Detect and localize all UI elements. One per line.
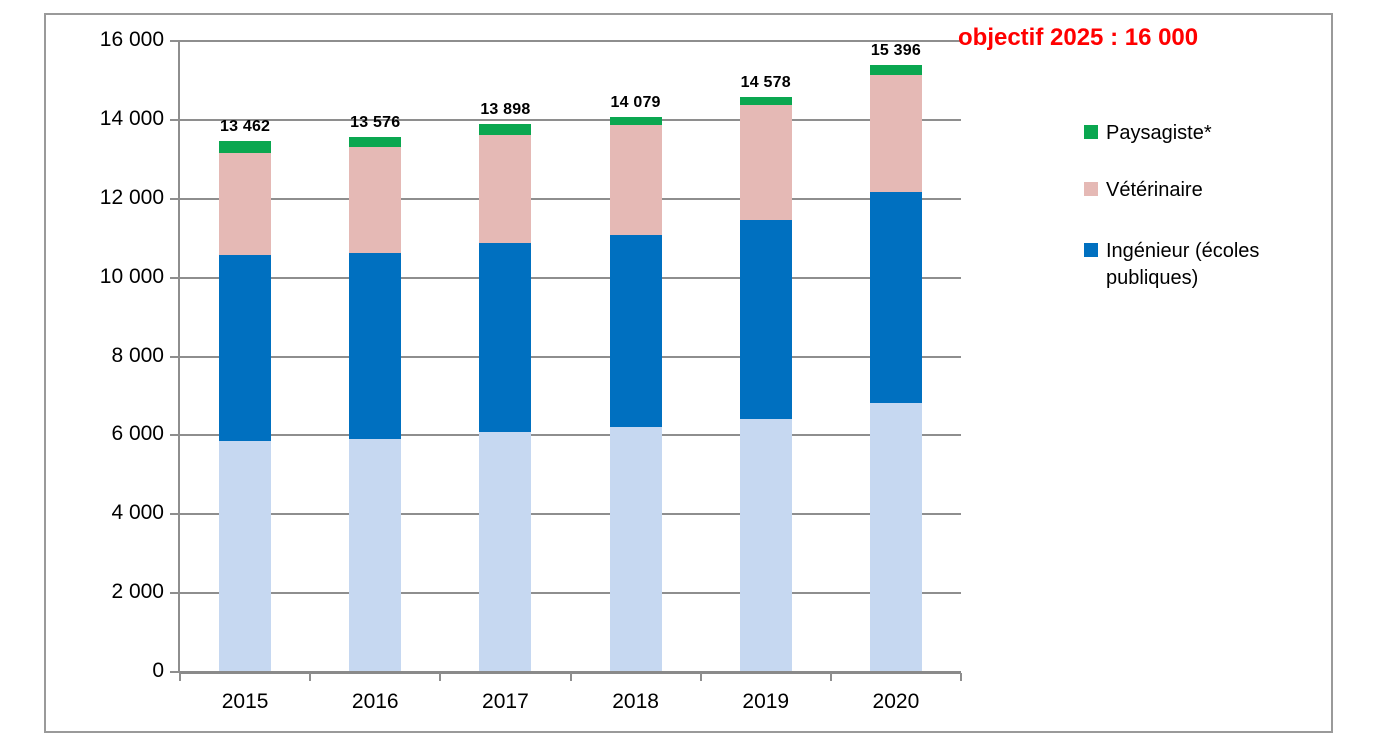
bar-segment-vétérinaire: [739, 105, 792, 220]
bar-segment-paysagiste-: [739, 97, 792, 106]
objective-annotation: objectif 2025 : 16 000: [958, 24, 1199, 51]
x-axis-tick: [309, 673, 312, 681]
bar-segment-vétérinaire: [219, 153, 272, 255]
y-axis-label: 16 000: [99, 28, 164, 51]
bar-segment-ingénieur-écoles-publiques-: [219, 254, 272, 441]
legend-item: Paysagiste*: [1084, 120, 1306, 147]
x-axis-category-label: 2020: [872, 690, 920, 713]
bar-segment-ingénieur-écoles-publiques-: [349, 253, 402, 439]
legend-item: Ingénieur (écoles publiques): [1084, 238, 1306, 292]
x-axis-tick: [439, 673, 442, 681]
legend-item: Vétérinaire: [1084, 177, 1306, 204]
bar-total-label: 14 079: [610, 93, 661, 111]
gridline: [180, 513, 961, 516]
bar-segment-vétérinaire: [869, 75, 922, 193]
bar-total-label: 13 462: [220, 118, 271, 136]
x-axis-tick: [569, 673, 572, 681]
bar-total-label: 13 576: [350, 113, 401, 131]
bar-segment-ingénieur-écoles-publiques-: [609, 235, 662, 428]
bar-segment-vétérinaire: [349, 147, 402, 254]
y-axis-label: 0: [152, 659, 164, 682]
legend-label: Vétérinaire: [1106, 179, 1203, 201]
y-axis-label: 2 000: [111, 580, 164, 604]
bar-segment-base: [739, 418, 792, 672]
x-axis-tick: [179, 673, 181, 681]
legend-label: Paysagiste*: [1106, 122, 1212, 144]
bar-segment-base: [609, 427, 662, 672]
y-axis-tick: [170, 671, 180, 673]
y-axis-label: 14 000: [99, 106, 164, 130]
x-axis-tick: [960, 673, 962, 681]
bar-segment-ingénieur-écoles-publiques-: [739, 219, 792, 419]
y-axis-label: 8 000: [111, 343, 164, 367]
y-axis-tick: [170, 434, 180, 437]
bar-segment-vétérinaire: [479, 134, 532, 244]
y-axis-tick: [170, 276, 180, 279]
legend-swatch-icon: [1084, 243, 1098, 257]
bar-segment-base: [219, 440, 272, 672]
gridline: [180, 118, 961, 121]
bar-segment-ingénieur-écoles-publiques-: [479, 243, 532, 433]
bar-segment-paysagiste-: [219, 141, 272, 153]
x-axis-tick: [699, 673, 702, 681]
y-axis-label: 4 000: [111, 501, 164, 525]
y-axis-line: [178, 41, 180, 672]
y-axis-tick: [170, 513, 180, 516]
gridline: [180, 434, 961, 437]
y-axis-tick: [170, 197, 180, 200]
x-axis-category-label: 2016: [351, 690, 399, 713]
y-axis-tick: [170, 40, 180, 42]
bar-segment-vétérinaire: [609, 124, 662, 236]
x-axis-category-label: 2018: [612, 690, 659, 713]
bar-segment-paysagiste-: [349, 136, 402, 148]
legend-label: Ingénieur (écoles publiques): [1106, 240, 1260, 289]
y-axis-tick: [170, 118, 180, 121]
bar-segment-paysagiste-: [869, 64, 922, 76]
bar-total-label: 14 578: [740, 74, 791, 92]
bar-segment-base: [349, 438, 402, 672]
bar-segment-ingénieur-écoles-publiques-: [869, 192, 922, 404]
bar-segment-paysagiste-: [479, 123, 532, 135]
bar-segment-paysagiste-: [609, 116, 662, 125]
y-axis-label: 6 000: [111, 422, 164, 446]
y-axis-label: 12 000: [99, 185, 164, 209]
gridline: [180, 276, 961, 279]
y-axis-tick: [170, 592, 180, 595]
y-axis-label: 10 000: [99, 264, 164, 288]
y-axis-tick: [170, 355, 180, 358]
x-axis-category-label: 2019: [742, 690, 790, 713]
gridline: [180, 40, 961, 42]
bar-total-label: 13 898: [480, 100, 531, 118]
bar-segment-base: [869, 403, 922, 672]
legend-swatch-icon: [1084, 182, 1098, 196]
x-axis-line: [180, 671, 961, 674]
bar-segment-base: [479, 432, 532, 672]
gridline: [180, 355, 961, 358]
x-axis-category-label: 2017: [482, 690, 529, 713]
gridline: [180, 592, 961, 595]
legend-swatch-icon: [1084, 125, 1098, 139]
gridline: [180, 197, 961, 200]
x-axis-tick: [829, 673, 832, 681]
bar-total-label: 15 396: [870, 41, 921, 59]
x-axis-category-label: 2015: [221, 690, 269, 713]
